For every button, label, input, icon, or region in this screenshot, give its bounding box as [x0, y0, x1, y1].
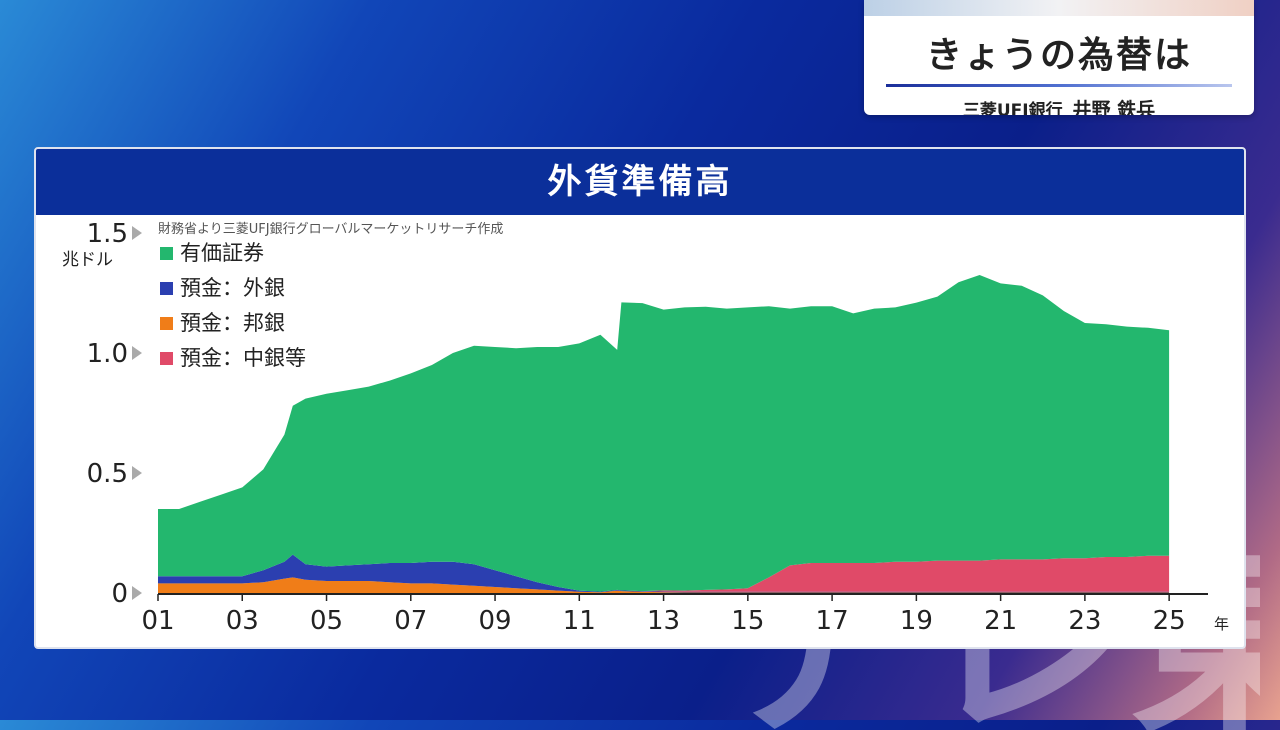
- legend-swatch: [160, 247, 173, 260]
- y-tick-arrow: [132, 226, 142, 240]
- guest-organization: 三菱UFJ銀行: [962, 101, 1063, 115]
- area-series-3: [158, 554, 1170, 592]
- guest-caption: 三菱UFJ銀行 井野 鉄兵: [864, 95, 1254, 115]
- legend-label: 預金：中銀等: [180, 346, 306, 370]
- y-tick-label: 0.5: [87, 459, 128, 489]
- x-tick-label: 15: [731, 606, 764, 636]
- y-tick-label: 1.0: [87, 339, 128, 369]
- x-tick-label: 09: [479, 606, 512, 636]
- program-title: きょうの為替は: [925, 35, 1192, 76]
- source-note: 財務省より三菱UFJ銀行グローバルマーケットリサーチ作成: [158, 222, 503, 237]
- area-series-4: [158, 275, 1170, 592]
- x-tick-label: 07: [394, 606, 427, 636]
- area-series-1: [158, 577, 1170, 593]
- area-series-2: [158, 554, 1170, 593]
- chart-panel: 外貨準備高 01 03 05 07 09 11 13 15 17 19 21 23 25 年 0 0.5 1.0…: [34, 147, 1246, 649]
- x-tick-label: 19: [900, 606, 933, 636]
- area-layers: [158, 275, 1170, 593]
- y-axis-unit: 兆ドル: [62, 250, 113, 270]
- axes: 01 03 05 07 09 11 13 15 17 19 21 23 25 年 0 0.5 1.0 1.5: [87, 219, 1229, 636]
- legend-swatch: [160, 317, 173, 330]
- x-tick-label: 03: [226, 606, 259, 636]
- program-title-card: きょうの為替は 三菱UFJ銀行 井野 鉄兵: [864, 0, 1254, 115]
- legend-label: 預金：邦銀: [180, 311, 285, 335]
- x-tick-label: 05: [310, 606, 343, 636]
- y-tick-arrow: [132, 346, 142, 360]
- legend-swatch: [160, 352, 173, 365]
- x-tick-label: 13: [647, 606, 680, 636]
- x-tick-label: 23: [1068, 606, 1101, 636]
- y-tick-arrow: [132, 586, 142, 600]
- x-tick-label: 17: [816, 606, 849, 636]
- y-tick-label: 1.5: [87, 219, 128, 249]
- legend-label: 有価証券: [180, 241, 264, 265]
- reserves-area-chart: 01 03 05 07 09 11 13 15 17 19 21 23 25 年 0 0.5 1.0 1.5 財務…: [62, 219, 1229, 636]
- x-tick-label: 21: [984, 606, 1017, 636]
- ticker-underline: [886, 84, 1232, 87]
- legend-label: 預金：外銀: [180, 276, 285, 300]
- y-tick-arrow: [132, 466, 142, 480]
- legend-swatch: [160, 282, 173, 295]
- y-tick-label: 0: [111, 579, 128, 609]
- chart-title: 外貨準備高: [36, 149, 1244, 215]
- x-tick-label: 01: [141, 606, 174, 636]
- x-axis-unit: 年: [1214, 615, 1229, 633]
- x-tick-label: 25: [1153, 606, 1186, 636]
- x-tick-label: 11: [563, 606, 596, 636]
- ticker-accent-bar: [864, 0, 1254, 16]
- guest-name: 井野 鉄兵: [1072, 99, 1156, 115]
